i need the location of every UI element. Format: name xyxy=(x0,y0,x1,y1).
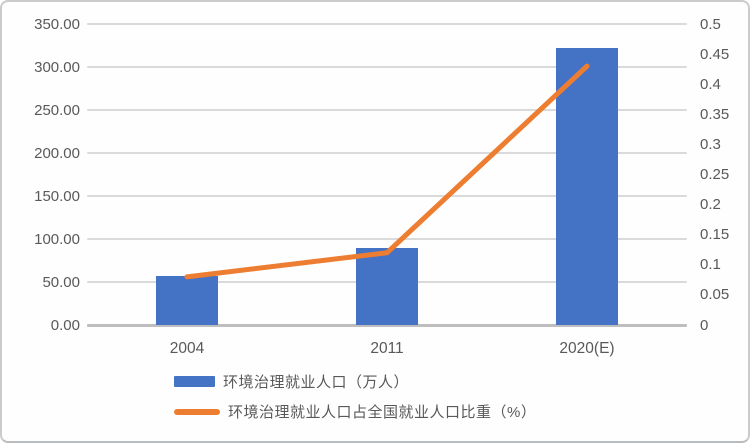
right-axis-tick-label: 0.5 xyxy=(700,15,721,33)
bar-2011 xyxy=(356,247,418,325)
left-axis-tick-label: 300.00 xyxy=(34,58,80,76)
line-series-swatch-icon xyxy=(174,408,220,415)
bar-2020(E) xyxy=(556,48,618,325)
right-axis-tick-label: 0.45 xyxy=(700,45,730,63)
right-axis-tick-label: 0.1 xyxy=(700,256,721,274)
x-axis-label-2011: 2011 xyxy=(370,340,404,357)
left-axis-tick-label: 250.00 xyxy=(34,101,80,119)
x-axis-label-2020(E): 2020(E) xyxy=(559,340,615,357)
bar-2004 xyxy=(156,275,218,325)
bar-series-swatch-icon xyxy=(174,376,215,387)
left-axis-tick-label: 200.00 xyxy=(34,144,80,162)
x-axis-baseline xyxy=(87,324,687,327)
bar-series-label: 环境治理就业人口（万人） xyxy=(223,374,410,391)
left-axis-tick-label: 150.00 xyxy=(34,187,80,205)
right-axis-tick-label: 0.3 xyxy=(700,135,721,153)
left-axis-tick-label: 50.00 xyxy=(42,273,80,291)
right-axis-tick-label: 0.25 xyxy=(700,166,730,183)
legend: 环境治理就业人口（万人） 环境治理就业人口占全国就业人口比重（%） xyxy=(174,371,536,422)
right-axis-tick-label: 0.15 xyxy=(700,226,730,244)
right-axis-tick-label: 0.05 xyxy=(700,286,730,304)
ratio-line xyxy=(184,63,590,280)
left-axis-tick-label: 0.00 xyxy=(50,316,80,334)
line-series-label: 环境治理就业人口占全国就业人口比重（%） xyxy=(228,404,537,421)
plot-area xyxy=(87,24,687,325)
right-axis-tick-label: 0.2 xyxy=(700,196,721,214)
gridline xyxy=(87,23,687,25)
right-axis-tick-label: 0.35 xyxy=(700,105,730,123)
right-axis-tick-label: 0 xyxy=(700,316,709,334)
legend-item-line-series: 环境治理就业人口占全国就业人口比重（%） xyxy=(174,401,536,422)
right-axis-tick-label: 0.4 xyxy=(700,75,721,93)
x-axis-label-2004: 2004 xyxy=(169,340,205,357)
left-axis-tick-label: 100.00 xyxy=(34,230,80,248)
legend-item-bar-series: 环境治理就业人口（万人） xyxy=(174,371,536,392)
left-axis-tick-label: 350.00 xyxy=(34,15,80,33)
